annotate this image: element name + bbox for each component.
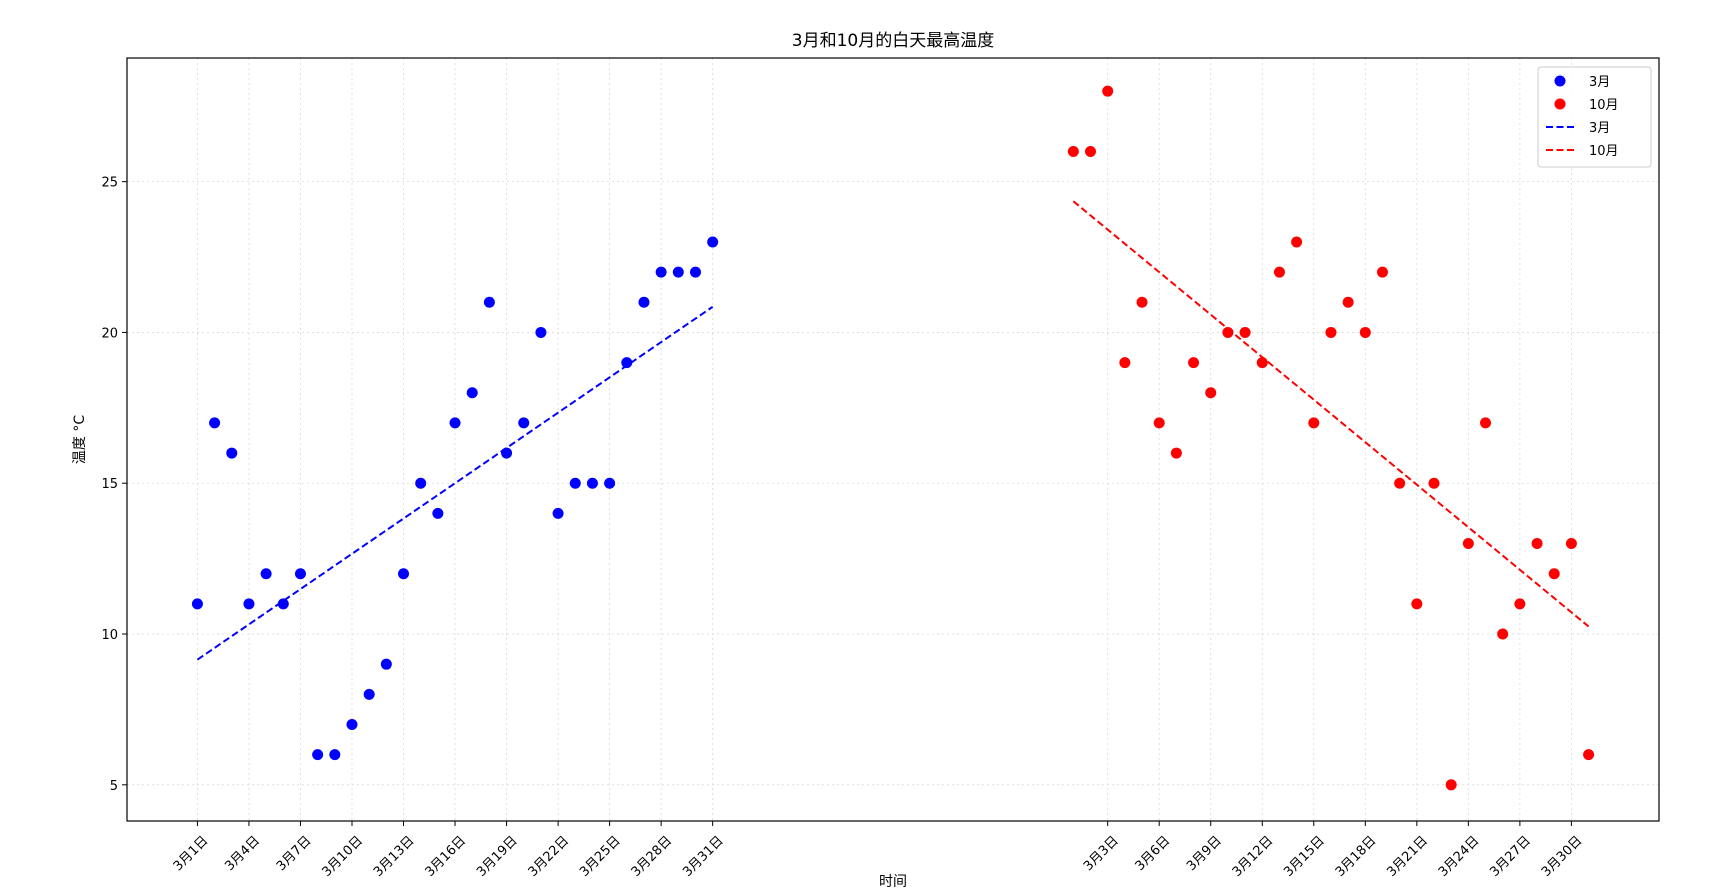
data-point bbox=[1376, 266, 1388, 278]
data-point bbox=[655, 266, 667, 278]
data-point bbox=[1514, 598, 1526, 610]
data-point bbox=[1273, 266, 1285, 278]
data-point bbox=[277, 598, 289, 610]
data-point bbox=[1067, 145, 1079, 157]
data-points bbox=[191, 85, 1595, 791]
y-tick-label: 10 bbox=[101, 628, 118, 643]
data-point bbox=[1170, 447, 1182, 459]
data-point bbox=[1085, 145, 1097, 157]
data-point bbox=[689, 266, 701, 278]
plot-frame bbox=[126, 57, 1660, 822]
data-point bbox=[398, 568, 410, 580]
data-point bbox=[1531, 538, 1543, 550]
legend-label: 10月 bbox=[1589, 144, 1619, 159]
legend-label: 10月 bbox=[1589, 98, 1619, 113]
y-tick-label: 15 bbox=[101, 477, 118, 492]
data-point bbox=[209, 417, 221, 429]
chart-title: 3月和10月的白天最高温度 bbox=[792, 31, 994, 51]
data-point bbox=[1308, 417, 1320, 429]
data-point bbox=[1119, 357, 1131, 369]
data-point bbox=[1480, 417, 1492, 429]
data-point bbox=[483, 296, 495, 308]
data-point bbox=[672, 266, 684, 278]
y-tick-label: 25 bbox=[101, 176, 118, 191]
legend-point-marker bbox=[1554, 75, 1566, 87]
legend: 3月 10月 3月 10月 bbox=[1537, 66, 1652, 168]
data-point bbox=[1102, 85, 1114, 97]
data-point bbox=[226, 447, 238, 459]
y-axis-label: 温度 °C bbox=[72, 415, 88, 464]
data-point bbox=[1239, 326, 1251, 338]
data-point bbox=[518, 417, 530, 429]
data-point bbox=[363, 688, 375, 700]
data-point bbox=[1565, 538, 1577, 550]
data-point bbox=[552, 507, 564, 519]
data-point bbox=[329, 749, 341, 761]
grid bbox=[127, 58, 1659, 821]
data-point bbox=[1445, 779, 1457, 791]
data-point bbox=[501, 447, 513, 459]
data-point bbox=[638, 296, 650, 308]
data-point bbox=[415, 477, 427, 489]
data-point bbox=[1136, 296, 1148, 308]
data-point bbox=[1153, 417, 1165, 429]
x-axis-label: 时间 bbox=[879, 874, 907, 890]
data-point bbox=[1462, 538, 1474, 550]
y-tick-label: 20 bbox=[101, 326, 118, 341]
legend-point-marker bbox=[1554, 98, 1566, 110]
data-point bbox=[346, 718, 358, 730]
data-point bbox=[1188, 357, 1200, 369]
data-point bbox=[1548, 568, 1560, 580]
data-point bbox=[312, 749, 324, 761]
data-point bbox=[1342, 296, 1354, 308]
data-point bbox=[1359, 326, 1371, 338]
data-point bbox=[449, 417, 461, 429]
data-point bbox=[1497, 628, 1509, 640]
data-point bbox=[535, 326, 547, 338]
y-tick-label: 5 bbox=[110, 779, 118, 794]
data-point bbox=[1256, 357, 1268, 369]
data-point bbox=[1325, 326, 1337, 338]
data-point bbox=[1428, 477, 1440, 489]
data-point bbox=[1411, 598, 1423, 610]
data-point bbox=[586, 477, 598, 489]
data-point bbox=[1394, 477, 1406, 489]
y-axis-ticks: 5 10 15 20 25 bbox=[101, 176, 127, 794]
data-point bbox=[432, 507, 444, 519]
data-point bbox=[294, 568, 306, 580]
legend-label: 3月 bbox=[1589, 121, 1610, 136]
data-point bbox=[191, 598, 203, 610]
legend-box bbox=[1537, 66, 1652, 168]
trend-line bbox=[1072, 200, 1590, 628]
data-point bbox=[260, 568, 272, 580]
data-point bbox=[1291, 236, 1303, 248]
legend-label: 3月 bbox=[1589, 75, 1610, 90]
data-point bbox=[1583, 749, 1595, 761]
data-point bbox=[1222, 326, 1234, 338]
data-point bbox=[569, 477, 581, 489]
data-point bbox=[707, 236, 719, 248]
data-point bbox=[380, 658, 392, 670]
data-point bbox=[466, 387, 478, 399]
data-point bbox=[1205, 387, 1217, 399]
data-point bbox=[621, 357, 633, 369]
data-point bbox=[604, 477, 616, 489]
data-point bbox=[243, 598, 255, 610]
